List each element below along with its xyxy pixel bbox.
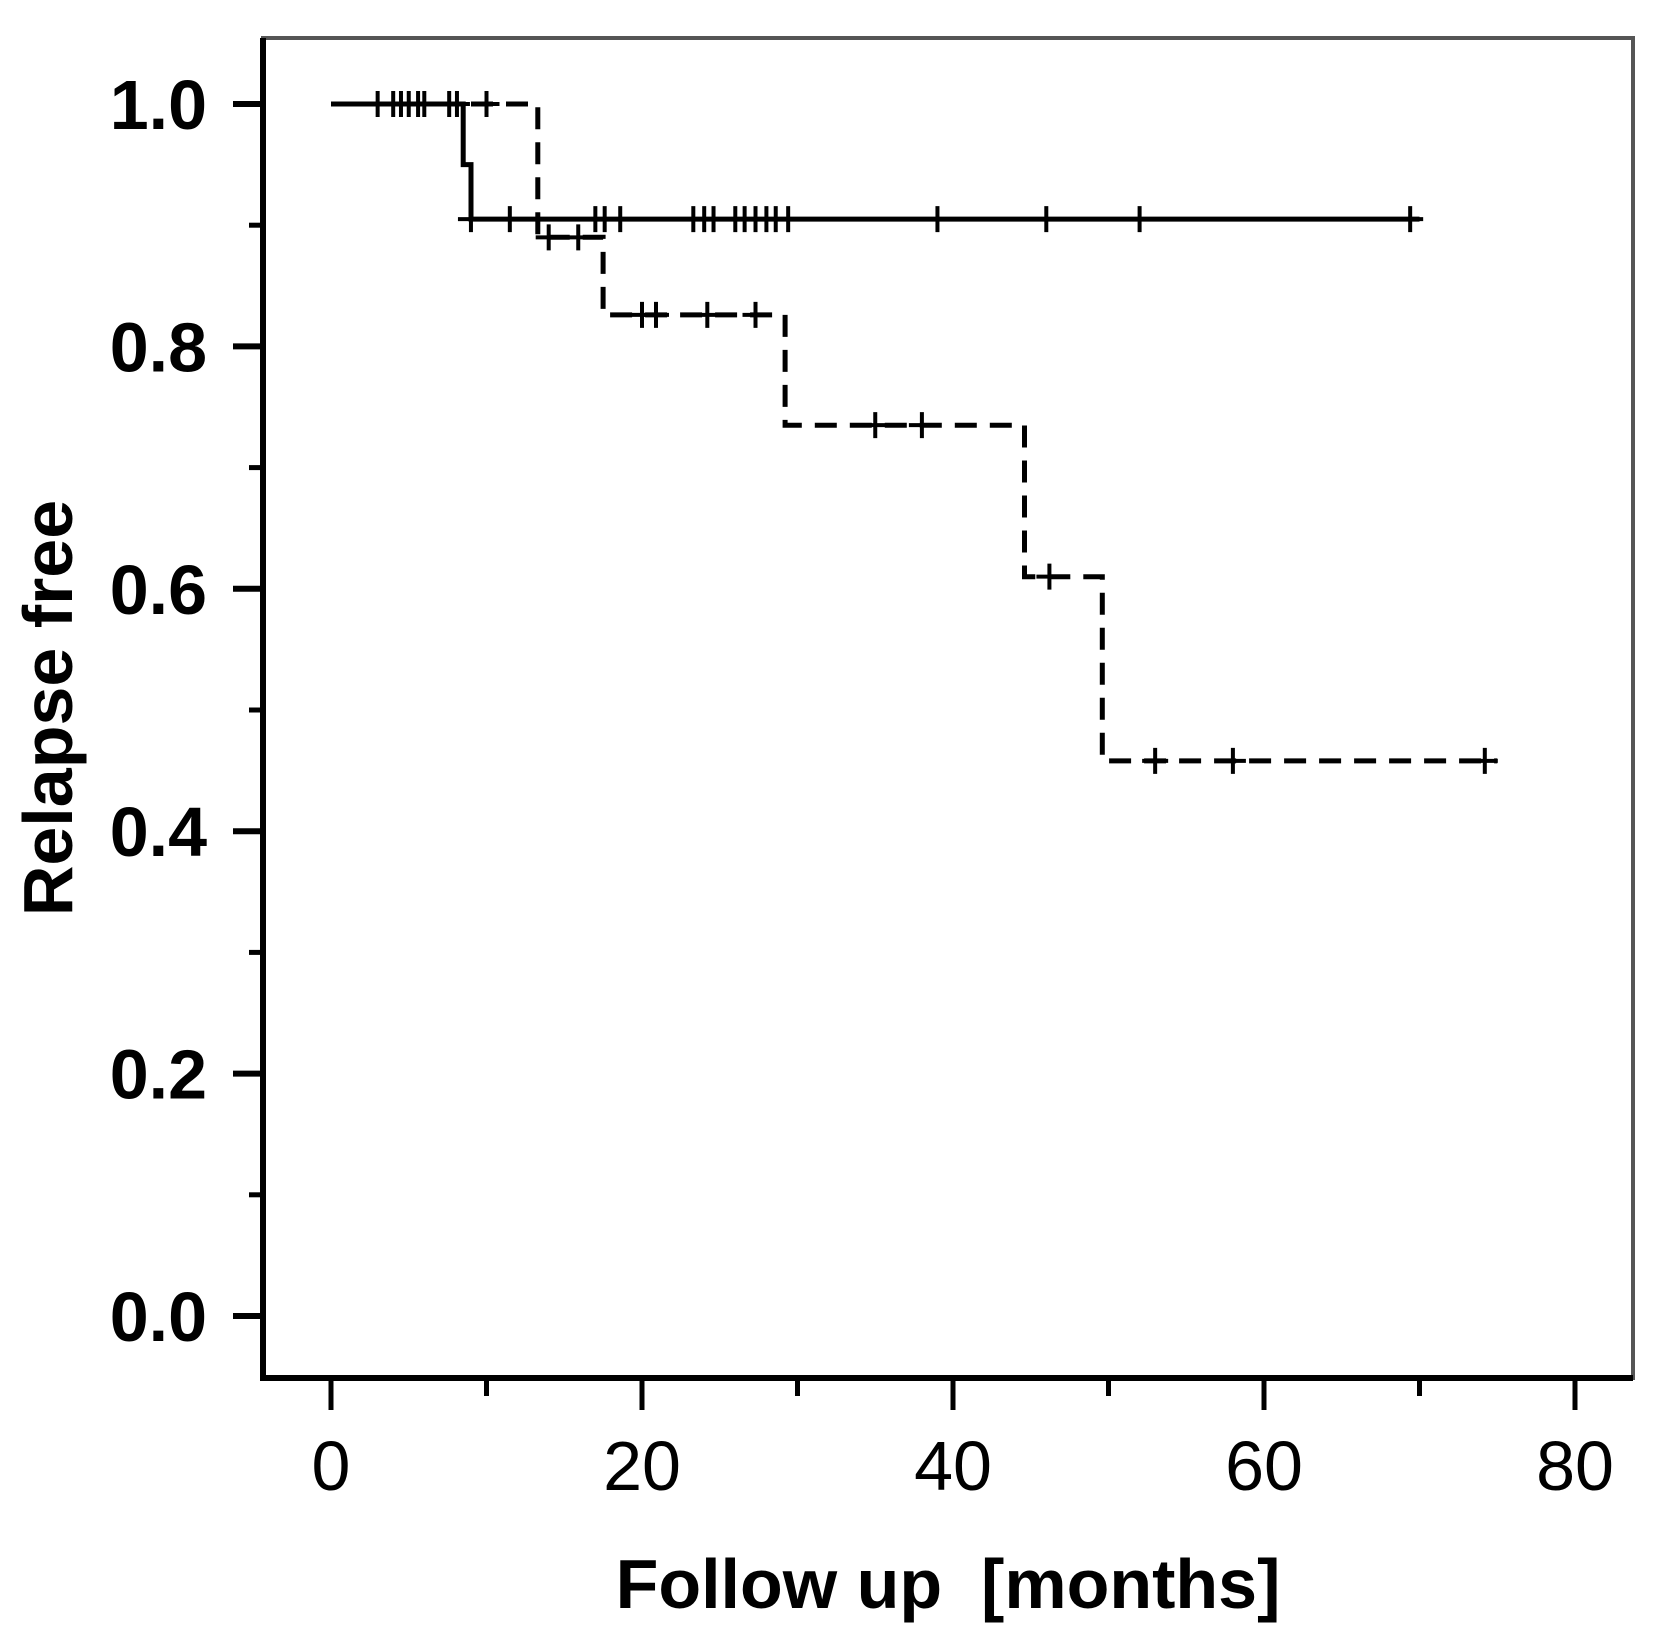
censor-mark	[700, 206, 727, 233]
series-2	[331, 91, 1498, 774]
censor-mark	[862, 412, 889, 439]
y-tick-label: 0.0	[110, 1278, 207, 1356]
y-ticks: 0.0 0.2 0.4 0.6 0.8 1.0	[110, 66, 263, 1356]
censor-mark	[496, 206, 523, 233]
survival-curve-solid	[331, 101, 1420, 222]
y-axis-title: Relapse free	[9, 500, 87, 916]
censor-mark	[1397, 206, 1424, 233]
series-1	[331, 91, 1424, 233]
censor-mark	[1036, 563, 1063, 590]
censor-mark	[565, 224, 592, 251]
x-tick-label: 0	[312, 1427, 351, 1505]
y-tick-label: 0.4	[110, 793, 207, 871]
x-tick-label: 60	[1225, 1427, 1303, 1505]
survival-curve-dashed	[331, 101, 1498, 764]
censor-mark	[457, 206, 484, 233]
censor-mark	[694, 301, 721, 328]
censor-mark	[1219, 747, 1246, 774]
y-tick-label: 1.0	[110, 66, 207, 144]
plot-frame	[261, 36, 1635, 1380]
censor-mark	[607, 206, 634, 233]
y-tick-label: 0.8	[110, 308, 207, 386]
series-layer	[331, 91, 1498, 774]
y-tick-label: 0.6	[110, 551, 207, 629]
censor-mark	[1142, 747, 1169, 774]
x-tick-label: 20	[603, 1427, 681, 1505]
censor-mark	[1471, 747, 1498, 774]
censor-mark	[775, 206, 802, 233]
x-tick-label: 40	[914, 1427, 992, 1505]
y-tick-label: 0.2	[110, 1036, 207, 1114]
x-axis-title: Follow up [months]	[616, 1545, 1281, 1623]
censor-mark	[642, 301, 669, 328]
censor-mark	[535, 224, 562, 251]
censor-mark	[1126, 206, 1153, 233]
censor-mark	[908, 412, 935, 439]
censor-mark	[1033, 206, 1060, 233]
censor-mark	[924, 206, 951, 233]
x-ticks: 0 20 40 60 80	[312, 1378, 1614, 1505]
censor-mark	[742, 301, 769, 328]
x-tick-label: 80	[1536, 1427, 1614, 1505]
censor-mark	[473, 91, 500, 117]
